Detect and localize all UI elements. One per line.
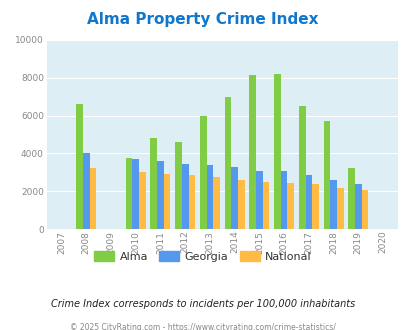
Bar (262, 182, 269, 229)
Bar (311, 184, 318, 229)
Bar (256, 172, 262, 229)
Bar (336, 187, 343, 229)
Bar (273, 74, 280, 229)
Bar (298, 106, 305, 229)
Bar (206, 165, 213, 229)
Bar (305, 175, 311, 229)
Bar (76, 104, 83, 229)
Bar (150, 138, 157, 229)
Bar (287, 183, 293, 229)
Bar (224, 96, 231, 229)
Bar (354, 184, 361, 229)
Bar (157, 161, 163, 229)
Text: Alma Property Crime Index: Alma Property Crime Index (87, 12, 318, 26)
Bar (361, 189, 367, 229)
Text: Crime Index corresponds to incidents per 100,000 inhabitants: Crime Index corresponds to incidents per… (51, 299, 354, 309)
Bar (249, 75, 256, 229)
Bar (237, 180, 244, 229)
Bar (188, 175, 195, 229)
Bar (213, 177, 220, 229)
Bar (231, 167, 237, 229)
Text: © 2025 CityRating.com - https://www.cityrating.com/crime-statistics/: © 2025 CityRating.com - https://www.city… (70, 323, 335, 330)
Legend: Alma, Georgia, National: Alma, Georgia, National (90, 247, 315, 267)
Bar (347, 168, 354, 229)
Bar (175, 142, 181, 229)
Bar (199, 116, 206, 229)
Bar (323, 121, 329, 229)
Bar (139, 172, 145, 229)
Bar (329, 180, 336, 229)
Bar (90, 168, 96, 229)
Bar (132, 159, 139, 229)
Bar (280, 172, 287, 229)
Bar (83, 152, 90, 229)
Bar (181, 164, 188, 229)
Bar (126, 158, 132, 229)
Bar (163, 174, 170, 229)
